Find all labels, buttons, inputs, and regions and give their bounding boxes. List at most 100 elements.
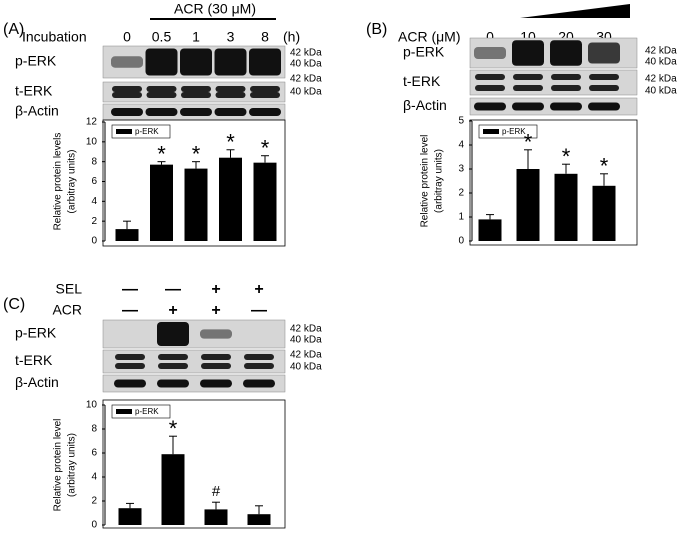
chart-frame [102, 399, 286, 529]
y-tick-label: 4 [458, 140, 464, 151]
band [145, 48, 178, 76]
band [588, 102, 620, 111]
band [181, 86, 211, 92]
band [249, 48, 281, 76]
band [215, 92, 246, 98]
band [474, 102, 506, 111]
legend-swatch [116, 129, 132, 134]
treatment-sign: + [254, 281, 263, 298]
legend-box [111, 124, 171, 139]
legend-label: p-ERK [502, 127, 526, 136]
bar [554, 173, 578, 241]
band [180, 108, 212, 116]
significance-mark: * [261, 136, 270, 161]
y-tick-label: 0 [91, 236, 97, 247]
kda-marker: 42 kDa [645, 46, 677, 57]
bar [247, 514, 271, 525]
band [200, 329, 232, 339]
band [243, 379, 275, 388]
row-label: β-Actin [15, 374, 59, 390]
band [475, 74, 505, 80]
bar [516, 169, 540, 241]
bar [219, 157, 242, 241]
legend-box [478, 124, 538, 139]
bar [204, 509, 228, 525]
legend: p-ERK [111, 124, 171, 139]
legend-swatch [116, 409, 132, 414]
band [157, 322, 189, 346]
band [551, 74, 581, 80]
band [200, 379, 232, 388]
band [250, 86, 280, 92]
kda-marker: 40 kDa [290, 362, 322, 373]
blot-strip [102, 319, 286, 349]
condition-label: Incubation [22, 29, 87, 45]
band [181, 92, 211, 98]
band [475, 85, 505, 91]
y-tick-label: 8 [91, 156, 97, 167]
significance-mark: # [212, 483, 221, 500]
row-label: p-ERK [403, 44, 445, 60]
kda-marker: 42 kDa [290, 48, 322, 59]
band [588, 42, 620, 64]
band [215, 86, 246, 92]
y-axis-label: (arbitray units) [434, 149, 445, 213]
significance-mark: * [562, 144, 571, 169]
bar [150, 164, 173, 241]
band [513, 85, 543, 91]
row-label: t-ERK [15, 352, 53, 368]
band [249, 108, 281, 116]
significance-mark: * [157, 141, 166, 166]
band [112, 92, 142, 98]
y-tick-label: 2 [91, 496, 97, 507]
condition: 3 [227, 29, 235, 45]
y-tick-label: 1 [458, 212, 464, 223]
y-tick-label: 10 [86, 400, 98, 411]
row-label: t-ERK [15, 83, 53, 99]
treatment-sign: — [165, 281, 181, 298]
bar [115, 229, 139, 241]
legend: p-ERK [478, 124, 538, 139]
band [158, 354, 188, 360]
kda-marker: 42 kDa [645, 74, 677, 85]
y-tick-label: 0 [458, 236, 464, 247]
kda-marker: 42 kDa [290, 350, 322, 361]
legend-swatch [483, 129, 499, 134]
treatment-sign: — [122, 281, 138, 298]
band [214, 48, 247, 76]
y-tick-label: 2 [458, 188, 464, 199]
kda-marker: 40 kDa [290, 59, 322, 70]
y-tick-label: 4 [91, 196, 97, 207]
bar [253, 162, 277, 241]
chart-frame [102, 119, 286, 247]
band [551, 85, 581, 91]
bar [184, 168, 208, 241]
significance-mark: * [600, 154, 609, 179]
y-axis-label: Relative protein levels [53, 133, 64, 231]
band [250, 92, 280, 98]
condition: 0.5 [152, 29, 172, 45]
band [145, 108, 178, 116]
band [146, 92, 177, 98]
legend-box [111, 404, 171, 419]
y-axis-label: Relative protein level [420, 135, 431, 228]
legend: p-ERK [111, 404, 171, 419]
condition: 0 [486, 29, 494, 45]
band [244, 354, 274, 360]
legend-label: p-ERK [135, 127, 159, 136]
y-axis-label: (arbitray units) [67, 150, 78, 214]
treatment: ACR (30 μM) [174, 1, 256, 17]
kda-marker: 40 kDa [290, 335, 322, 346]
band [201, 363, 231, 369]
treatment-sign: — [122, 302, 138, 319]
blot-strip [469, 69, 638, 96]
band [111, 56, 143, 68]
significance-mark: * [524, 130, 533, 155]
y-axis-label: Relative protein level [53, 419, 64, 512]
y-tick-label: 8 [91, 424, 97, 435]
band [513, 74, 543, 80]
panel-label: (B) [366, 21, 387, 38]
y-tick-label: 3 [458, 164, 464, 175]
kda-marker: 42 kDa [290, 324, 322, 335]
